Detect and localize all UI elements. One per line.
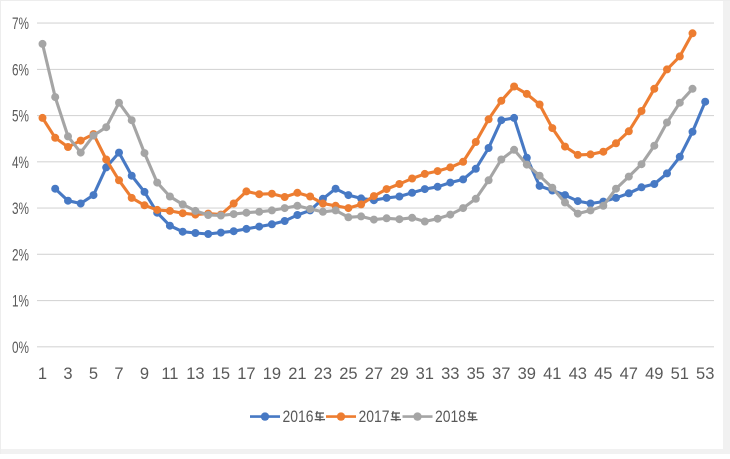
svg-text:1%: 1% [12,293,29,311]
svg-text:53: 53 [696,365,714,383]
svg-text:1: 1 [38,365,47,383]
svg-text:45: 45 [594,365,612,383]
svg-text:3: 3 [63,365,72,383]
svg-text:23: 23 [314,365,332,383]
svg-text:15: 15 [212,365,230,383]
svg-text:3%: 3% [12,200,29,218]
svg-text:51: 51 [671,365,689,383]
svg-text:19: 19 [263,365,281,383]
svg-text:0%: 0% [12,339,29,357]
svg-text:2018: 2018 [435,408,466,426]
svg-text:5: 5 [89,365,98,383]
svg-text:13: 13 [186,365,204,383]
svg-text:6%: 6% [12,61,29,79]
svg-text:7: 7 [114,365,123,383]
svg-text:43: 43 [569,365,587,383]
svg-text:27: 27 [365,365,383,383]
svg-text:29: 29 [390,365,408,383]
svg-text:2016: 2016 [283,408,314,426]
svg-text:21: 21 [288,365,306,383]
svg-text:2017: 2017 [359,408,390,426]
svg-text:5%: 5% [12,108,29,126]
svg-text:47: 47 [620,365,638,383]
svg-text:25: 25 [339,365,357,383]
svg-text:49: 49 [645,365,663,383]
svg-text:39: 39 [518,365,536,383]
svg-text:7%: 7% [12,15,29,33]
svg-text:9: 9 [140,365,149,383]
svg-text:4%: 4% [12,154,29,172]
svg-text:33: 33 [441,365,459,383]
svg-text:41: 41 [543,365,561,383]
svg-text:31: 31 [416,365,434,383]
svg-text:17: 17 [237,365,255,383]
svg-text:37: 37 [492,365,510,383]
svg-text:35: 35 [467,365,485,383]
svg-text:11: 11 [161,365,178,383]
svg-text:2%: 2% [12,246,29,264]
